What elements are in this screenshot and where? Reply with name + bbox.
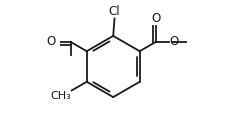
Text: O: O [169, 35, 178, 48]
Text: O: O [46, 35, 55, 48]
Text: O: O [151, 12, 160, 25]
Text: CH₃: CH₃ [50, 91, 71, 101]
Text: Cl: Cl [108, 5, 120, 18]
